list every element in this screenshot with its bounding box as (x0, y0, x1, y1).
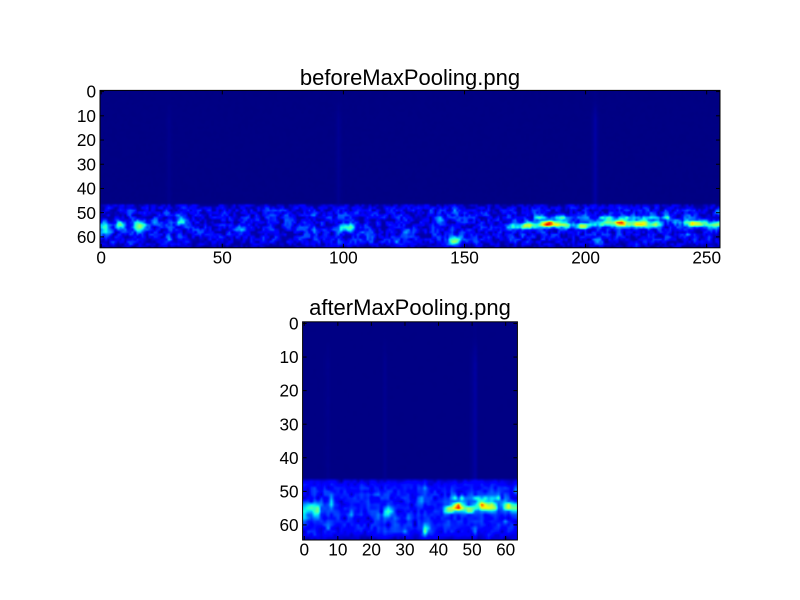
svg-text:10: 10 (328, 540, 347, 560)
svg-text:0: 0 (86, 82, 96, 102)
svg-text:20: 20 (77, 130, 96, 150)
svg-text:40: 40 (279, 448, 298, 468)
svg-text:60: 60 (279, 515, 298, 535)
svg-text:40: 40 (429, 540, 448, 560)
svg-text:50: 50 (463, 540, 482, 560)
svg-text:10: 10 (279, 347, 298, 367)
svg-text:60: 60 (77, 227, 96, 247)
svg-text:0: 0 (299, 540, 309, 560)
svg-text:beforeMaxPooling.png: beforeMaxPooling.png (300, 65, 520, 90)
svg-text:150: 150 (450, 247, 479, 267)
svg-text:40: 40 (77, 179, 96, 199)
svg-text:50: 50 (77, 203, 96, 223)
svg-text:200: 200 (571, 247, 600, 267)
svg-text:20: 20 (362, 540, 381, 560)
svg-text:50: 50 (279, 481, 298, 501)
svg-text:30: 30 (279, 414, 298, 434)
svg-text:250: 250 (692, 247, 721, 267)
svg-text:0: 0 (289, 314, 299, 334)
svg-text:50: 50 (213, 247, 232, 267)
svg-text:10: 10 (77, 106, 96, 126)
svg-text:30: 30 (395, 540, 414, 560)
svg-text:afterMaxPooling.png: afterMaxPooling.png (309, 295, 511, 320)
svg-text:30: 30 (77, 154, 96, 174)
svg-text:0: 0 (96, 247, 106, 267)
svg-text:60: 60 (496, 540, 515, 560)
svg-text:100: 100 (329, 247, 358, 267)
svg-text:20: 20 (279, 381, 298, 401)
